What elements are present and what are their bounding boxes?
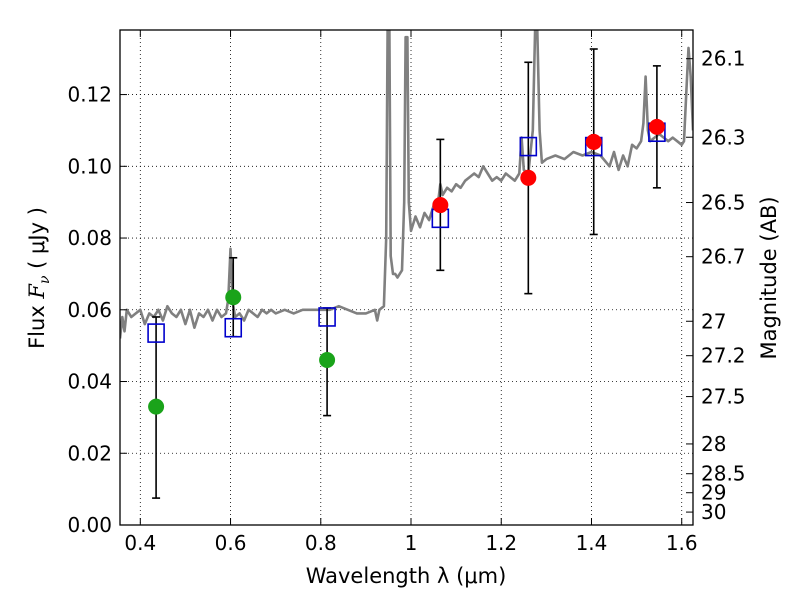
y-tick-label: 0.02 <box>67 441 112 465</box>
y2-tick-label: 28 <box>701 432 726 456</box>
y2-tick-label: 29 <box>701 481 726 505</box>
y-tick-label: 0.12 <box>67 83 112 107</box>
y2-tick-label: 28.5 <box>701 462 746 486</box>
y-tick-label: 0.10 <box>67 154 112 178</box>
y2-tick-label: 26.5 <box>701 191 746 215</box>
y-axis-label: Flux Fν ( μJy ) <box>25 207 53 349</box>
green-data-point <box>148 398 165 415</box>
model-photometry-square <box>224 317 243 338</box>
y2-axis-label: Magnitude (AB) <box>757 196 781 359</box>
y2-tick-label: 30 <box>701 500 726 524</box>
x-tick-label: 0.6 <box>215 531 247 555</box>
model-photometry-square <box>318 307 336 327</box>
model-spectrum-line <box>120 30 693 339</box>
data-layer <box>120 30 693 499</box>
x-tick-label: 1.4 <box>576 531 608 555</box>
model-photometry-square <box>519 136 538 157</box>
y-tick-label: 0.06 <box>67 298 112 322</box>
plot-area <box>120 30 693 525</box>
red-data-point <box>520 169 537 186</box>
x-tick-label: 1 <box>405 531 418 555</box>
x-tick-label: 0.8 <box>305 531 337 555</box>
y-tick-label: 0.00 <box>67 513 112 537</box>
green-data-point <box>319 352 336 368</box>
y2-tick-label: 27 <box>701 309 726 333</box>
y-axis-label-suffix: ( μJy ) <box>25 207 49 275</box>
x-tick-label: 1.2 <box>485 531 517 555</box>
x-tick-label: 0.4 <box>124 531 156 555</box>
y-axis-label-symbol: F <box>25 283 49 300</box>
y-axis-label-subscript: ν <box>37 275 53 284</box>
red-data-point <box>585 133 602 150</box>
y-axis-label-prefix: Flux <box>25 299 49 349</box>
model-photometry-square <box>147 323 165 343</box>
y2-tick-label: 26.7 <box>701 245 746 269</box>
x-axis-label: Wavelength λ (μm) <box>306 564 507 588</box>
red-data-point <box>432 197 449 214</box>
y2-tick-label: 27.2 <box>701 344 746 368</box>
axis-ticks: 0.4 0.6 0.8 1 1.2 1.4 1.6 0.00 0.02 0.04 0.06 0.08 0… <box>67 30 746 555</box>
y2-tick-label: 27.5 <box>701 385 746 409</box>
y2-tick-label: 26.3 <box>701 125 746 149</box>
y2-tick-label: 26.1 <box>701 47 746 71</box>
grid-lines <box>120 30 693 526</box>
green-data-point <box>225 289 242 306</box>
y-tick-label: 0.04 <box>67 370 112 394</box>
y-tick-label: 0.08 <box>67 226 112 250</box>
plot-frame <box>119 29 694 526</box>
x-tick-label: 1.6 <box>666 531 698 555</box>
red-data-point <box>648 118 665 135</box>
